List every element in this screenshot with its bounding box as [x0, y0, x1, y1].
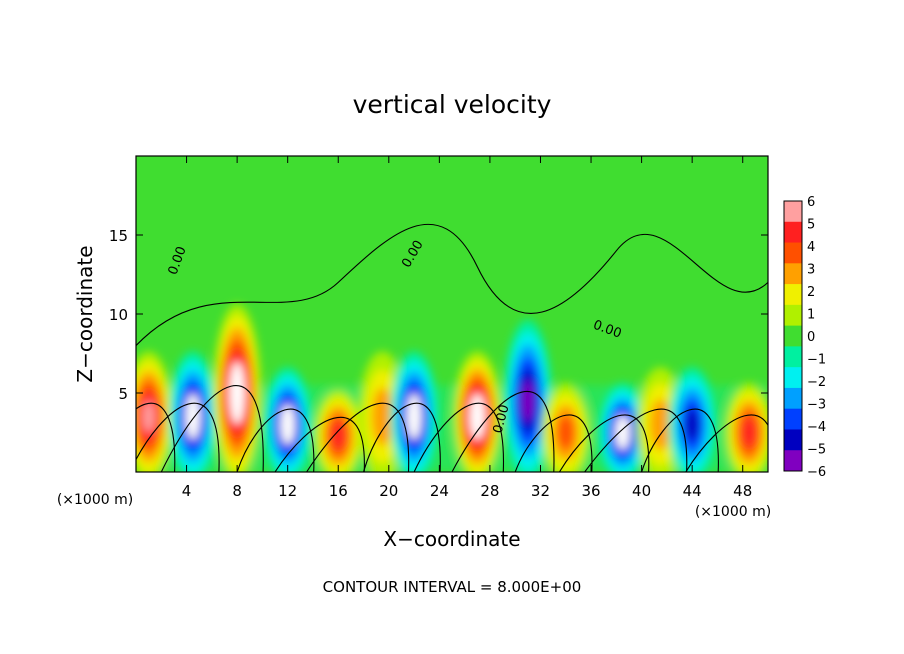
- colorbar-swatch: [784, 221, 802, 244]
- x-tick-label: 32: [531, 482, 550, 500]
- x-tick-label: 48: [733, 482, 752, 500]
- colorbar-swatch: [784, 367, 802, 389]
- colorbar-swatch: [784, 304, 802, 327]
- x-tick-label: 8: [232, 482, 242, 500]
- colorbar-label: 5: [807, 218, 815, 233]
- colorbar-swatch: [784, 284, 802, 306]
- colorbar-label: −1: [807, 353, 826, 368]
- colorbar-swatch: [784, 346, 802, 368]
- zero-contour-line: [558, 414, 650, 472]
- x-tick-label: 24: [430, 482, 449, 500]
- x-axis-label: X−coordinate: [383, 527, 520, 551]
- field-cell-core: [229, 361, 245, 425]
- contour-interval-note: CONTOUR INTERVAL = 8.000E+00: [323, 578, 582, 596]
- field-cell: [742, 418, 756, 447]
- zero-contour-line: [136, 402, 176, 472]
- zero-contour-line: [514, 414, 593, 472]
- x-tick-label: 16: [329, 482, 348, 500]
- zero-contour-line: [584, 408, 688, 472]
- x-unit-left: (×1000 m): [57, 492, 133, 508]
- y-tick-label: 10: [109, 306, 128, 324]
- field-cell: [142, 400, 155, 433]
- field-cell-core: [185, 393, 201, 440]
- zero-contour-line: [413, 402, 504, 472]
- zero-contour-line: [236, 408, 315, 472]
- colorbar-label: −4: [807, 420, 826, 435]
- zero-contour-line: [136, 223, 768, 346]
- field-cell: [371, 387, 394, 446]
- plot-area: 0.00 0.00 0.00 0.00: [135, 155, 769, 473]
- colorbar-swatch: [784, 263, 802, 285]
- x-tick-label: 44: [683, 482, 702, 500]
- x-tick-label: 20: [379, 482, 398, 500]
- y-axis: 5 10 15: [109, 227, 768, 403]
- x-tick-label: 28: [480, 482, 499, 500]
- field-cell: [331, 422, 346, 449]
- y-axis-label: Z−coordinate: [73, 245, 97, 382]
- colorbar-label: −6: [807, 465, 826, 480]
- field-cell: [685, 408, 700, 441]
- colorbar-label: 3: [807, 263, 815, 278]
- colorbar-label: 0: [807, 330, 815, 345]
- field-cell: [522, 381, 534, 421]
- chart-title: vertical velocity: [353, 90, 552, 119]
- x-tick-label: 4: [182, 482, 192, 500]
- colorbar-label: −5: [807, 443, 826, 458]
- colorbar-label: 2: [807, 285, 815, 300]
- colorbar-frame: [783, 200, 803, 472]
- zero-contours: [136, 223, 768, 472]
- field-cell-core: [280, 404, 295, 445]
- field-cell-core: [470, 393, 485, 440]
- x-axis: 4 8 12 16 20 24 28 32 36 40 44 48: [182, 156, 752, 500]
- y-tick-label: 15: [109, 227, 128, 245]
- zero-contour-line: [362, 402, 441, 472]
- x-tick-label: 40: [632, 482, 651, 500]
- velocity-field: [136, 304, 768, 472]
- colorbar-swatch: [784, 408, 802, 430]
- colorbar-label: 6: [807, 195, 815, 210]
- colorbar-swatch: [784, 325, 802, 347]
- field-cell-core: [615, 415, 630, 450]
- field-cell: [557, 415, 575, 450]
- zero-contour-line: [136, 402, 220, 472]
- zero-contour-line: [160, 385, 264, 472]
- colorbar-label: 1: [807, 308, 815, 323]
- zero-contour-line: [641, 408, 719, 472]
- colorbar-swatch: [784, 242, 802, 264]
- colorbar-label: 4: [807, 240, 815, 255]
- field-cell: [649, 399, 672, 451]
- x-tick-label: 12: [278, 482, 297, 500]
- x-unit-right: (×1000 m): [695, 504, 771, 520]
- colorbar-swatch: [784, 429, 802, 451]
- colorbar-label: −3: [807, 398, 826, 413]
- field-cell-core: [406, 393, 422, 440]
- zero-contour-line: [274, 416, 365, 472]
- y-tick-label: 5: [118, 385, 128, 403]
- colorbar-swatch: [784, 450, 802, 472]
- zero-contour-line: [685, 414, 768, 472]
- colorbar: 6 5 4 3 2 1 0 −1 −2 −3 −4 −5 −6: [783, 195, 826, 480]
- colorbar-swatch: [784, 201, 802, 223]
- contour-label: 0.00: [491, 403, 513, 435]
- colorbar-label: −2: [807, 375, 826, 390]
- colorbar-swatch: [784, 387, 802, 410]
- x-tick-label: 36: [581, 482, 600, 500]
- zero-contour-line: [306, 402, 410, 472]
- zero-contour-line: [451, 390, 555, 472]
